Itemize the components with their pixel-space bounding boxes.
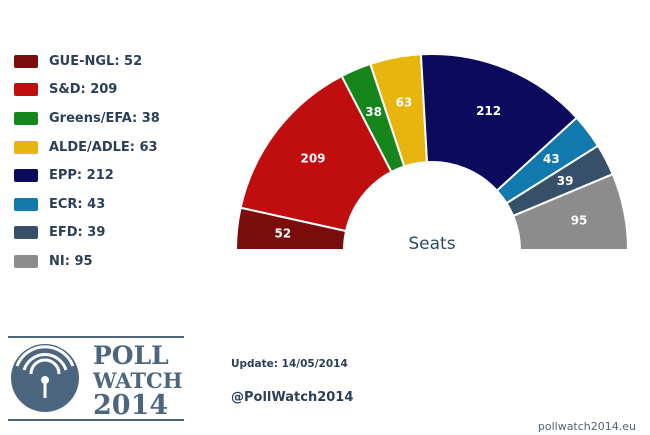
center-label: Seats — [408, 234, 455, 254]
legend-swatch — [14, 54, 38, 68]
legend-label: S&D: 209 — [49, 82, 118, 98]
logo-line-poll: POLL — [93, 341, 169, 370]
segment-s-d — [239, 74, 393, 233]
legend-label: ALDE/ADLE: 63 — [49, 139, 158, 155]
legend-swatch — [14, 83, 38, 97]
chart-segment-labels: 52 209 38 63 212 43 39 95 — [275, 96, 588, 241]
segment-value-label: 43 — [543, 152, 560, 166]
legend-item: ECR: 43 — [14, 190, 160, 219]
chart-legend: GUE-NGL: 52 S&D: 209 Greens/EFA: 38 ALDE/AD… — [14, 47, 160, 276]
legend-swatch — [14, 197, 38, 211]
legend-label: ECR: 43 — [49, 196, 106, 212]
legend-item: Greens/EFA: 38 — [14, 104, 160, 133]
antenna-signal-icon — [11, 344, 79, 412]
segment-value-label: 39 — [557, 174, 574, 188]
legend-swatch — [14, 169, 38, 183]
legend-swatch — [14, 111, 38, 125]
legend-label: EPP: 212 — [49, 168, 114, 184]
legend-swatch — [14, 140, 38, 154]
legend-swatch — [14, 254, 38, 268]
legend-item: GUE-NGL: 52 — [14, 47, 160, 76]
segment-value-label: 212 — [476, 104, 501, 118]
legend-label: EFD: 39 — [49, 225, 106, 241]
legend-item: NI: 95 — [14, 247, 160, 276]
segment-value-label: 63 — [396, 96, 413, 110]
segment-epp — [419, 53, 579, 193]
legend-item: EFD: 39 — [14, 219, 160, 248]
legend-label: GUE-NGL: 52 — [49, 53, 143, 69]
legend-label: NI: 95 — [49, 253, 93, 269]
legend-label: Greens/EFA: 38 — [49, 110, 160, 126]
segment-ni — [511, 172, 630, 251]
twitter-handle: @PollWatch2014 — [231, 390, 354, 405]
legend-item: S&D: 209 — [14, 76, 160, 105]
chart-segments — [234, 53, 630, 251]
legend-item: EPP: 212 — [14, 161, 160, 190]
legend-item: ALDE/ADLE: 63 — [14, 133, 160, 162]
segment-value-label: 95 — [571, 213, 588, 227]
segment-value-label: 209 — [300, 152, 325, 166]
segment-value-label: 38 — [365, 105, 382, 119]
website-url: pollwatch2014.eu — [537, 420, 636, 433]
segment-value-label: 52 — [275, 227, 292, 241]
pollwatch-logo: POLL WATCH 2014 — [8, 336, 184, 421]
logo-line-watch: WATCH — [92, 368, 183, 393]
update-date: Update: 14/05/2014 — [231, 358, 348, 370]
legend-swatch — [14, 226, 38, 240]
logo-line-year: 2014 — [93, 390, 168, 421]
